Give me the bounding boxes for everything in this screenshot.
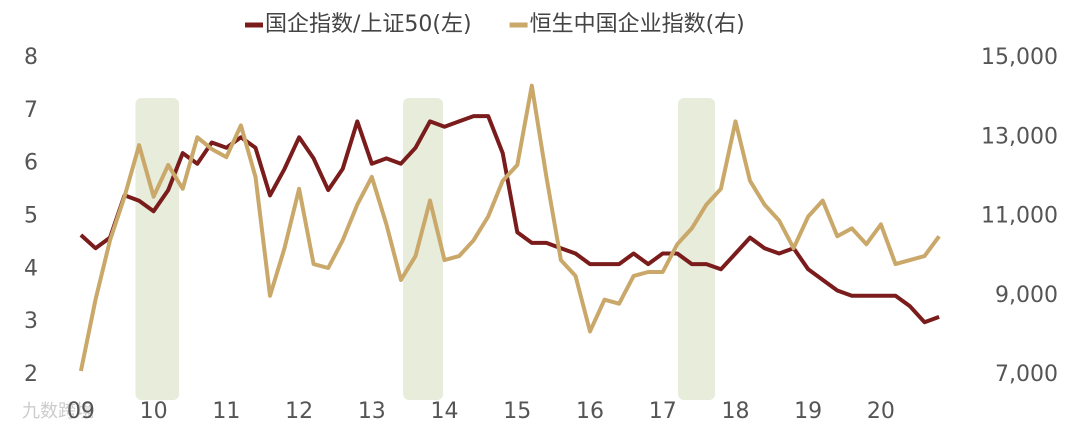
x-tick-label: 17 [649,399,677,424]
x-tick-label: 16 [576,399,604,424]
y-tick-label: 4 [24,256,38,281]
series-line [79,114,940,325]
x-tick-label: 12 [285,399,313,424]
shaded-period [403,98,444,400]
y-tick-label: 6 [24,151,38,176]
series-line [78,83,941,372]
shaded-period [135,98,180,400]
legend-label: 恒生中国企业指数(右) [530,12,745,37]
y2-tick-label: 15,000 [981,45,1058,70]
x-tick-label: 14 [431,399,459,424]
legend-label: 国企指数/上证50(左) [265,12,472,37]
y2-tick-label: 11,000 [981,204,1058,229]
y2-tick-label: 9,000 [995,283,1058,308]
y2-tick-label: 7,000 [995,362,1058,387]
x-tick-label: 20 [867,399,895,424]
x-tick-label: 18 [721,399,749,424]
y2-tick-label: 13,000 [981,124,1058,149]
y-tick-label: 2 [24,362,38,387]
x-tick-label: 11 [212,399,240,424]
x-tick-label: 09 [67,399,95,424]
x-tick-label: 19 [794,399,822,424]
y-tick-label: 5 [24,204,38,229]
y-tick-label: 8 [24,45,38,70]
x-tick-label: 13 [358,399,386,424]
x-tick-label: 15 [503,399,531,424]
x-tick-label: 10 [140,399,168,424]
y-tick-label: 7 [24,98,38,123]
watermark: 九数跨境 [22,401,94,422]
shaded-period [678,98,716,400]
y-tick-label: 3 [24,309,38,334]
